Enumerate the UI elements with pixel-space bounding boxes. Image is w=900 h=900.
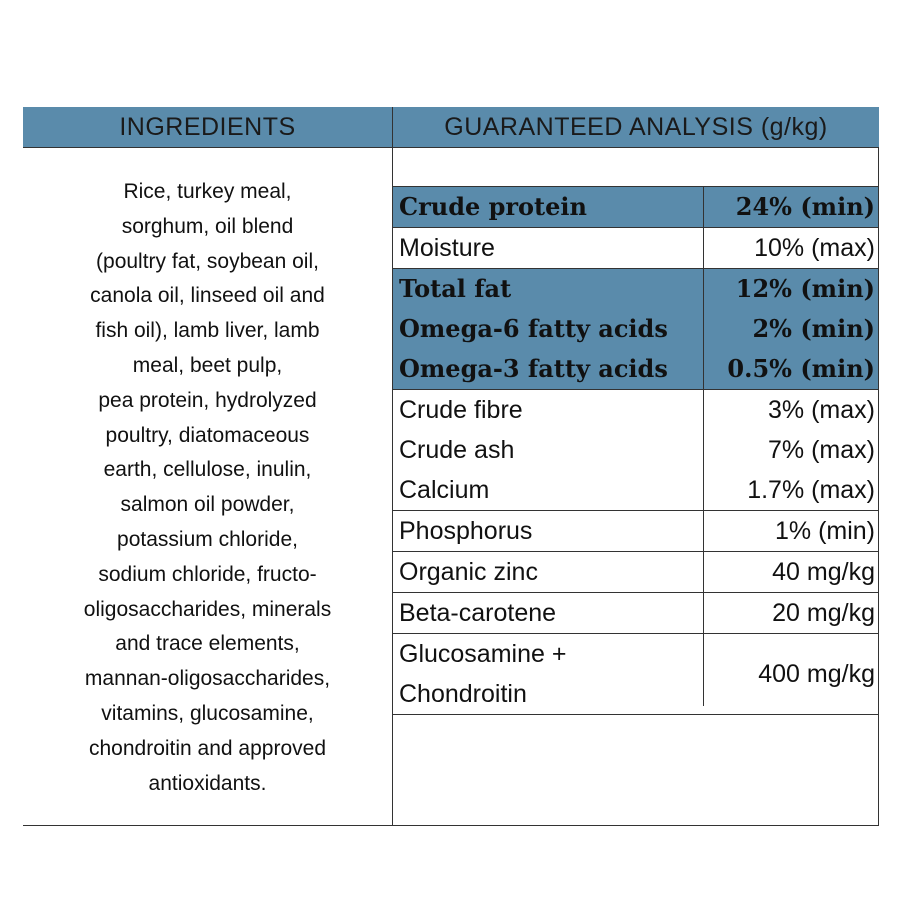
ingredients-line: sorghum, oil blend (121, 214, 294, 238)
analysis-name: Moisture (399, 234, 495, 262)
ingredients-line: antioxidants. (148, 771, 267, 795)
analysis-row-beta-carotene: Beta-carotene 20 mg/kg (393, 592, 878, 633)
ingredients-line: (poultry fat, soybean oil, (96, 249, 319, 273)
analysis-row-omega-6: Omega-6 fatty acids 2% (min) (393, 309, 878, 349)
analysis-value: 24% (min) (735, 192, 875, 221)
analysis-value: 7% (max) (768, 436, 875, 464)
analysis-value: 1% (min) (774, 517, 875, 545)
analysis-row-total-fat: Total fat 12% (min) (393, 268, 878, 309)
analysis-value: 10% (max) (754, 234, 875, 262)
analysis-column-divider (703, 186, 704, 706)
ingredients-line: earth, cellulose, inulin, (103, 458, 312, 482)
ingredients-line: vitamins, glucosamine, (101, 701, 314, 725)
analysis-rows: Crude protein 24% (min) Moisture 10% (ma… (393, 186, 878, 715)
analysis-value: 0.5% (min) (727, 354, 875, 383)
ingredients-line: oligosaccharides, minerals (83, 597, 332, 621)
analysis-row-omega-3: Omega-3 fatty acids 0.5% (min) (393, 349, 878, 389)
analysis-header: GUARANTEED ANALYSIS (g/kg) (393, 107, 879, 147)
ingredients-line: salmon oil powder, (120, 493, 295, 517)
analysis-value: 40 mg/kg (772, 558, 875, 586)
ingredients-line: canola oil, linseed oil and (90, 284, 325, 308)
ingredients-line: chondroitin and approved (88, 736, 326, 760)
analysis-row-organic-zinc: Organic zinc 40 mg/kg (393, 551, 878, 592)
ingredients-line: meal, beet pulp, (132, 353, 283, 377)
analysis-row-crude-ash: Crude ash 7% (max) (393, 430, 878, 470)
ingredients-line: potassium chloride, (117, 527, 298, 551)
table-bottom-border (23, 825, 879, 826)
analysis-name: Glucosamine + Chondroitin (399, 640, 567, 708)
ingredients-line: Rice, turkey meal, (123, 180, 292, 203)
nutrition-table: INGREDIENTS GUARANTEED ANALYSIS (g/kg) R… (23, 107, 879, 826)
ingredients-line: fish oil), lamb liver, lamb (95, 319, 320, 343)
analysis-value: 400 mg/kg (758, 660, 875, 688)
analysis-name: Crude protein (399, 192, 587, 221)
analysis-value: 3% (max) (768, 396, 875, 424)
ingredients-line: mannan-oligosaccharides, (84, 667, 331, 691)
analysis-value: 2% (min) (752, 314, 875, 343)
analysis-name: Omega-6 fatty acids (399, 314, 668, 343)
table-right-border (878, 147, 879, 826)
analysis-row-moisture: Moisture 10% (max) (393, 227, 878, 268)
analysis-row-crude-protein: Crude protein 24% (min) (393, 186, 878, 227)
analysis-name: Total fat (399, 274, 512, 303)
analysis-name: Organic zinc (399, 558, 538, 586)
table-divider (23, 147, 879, 148)
ingredients-header: INGREDIENTS (23, 107, 393, 147)
analysis-row-calcium: Calcium 1.7% (max) (393, 470, 878, 510)
analysis-name: Phosphorus (399, 517, 533, 545)
ingredients-line: pea protein, hydrolyzed (98, 388, 317, 412)
analysis-row-crude-fibre: Crude fibre 3% (max) (393, 389, 878, 430)
ingredients-line: and trace elements, (115, 632, 300, 656)
analysis-name: Crude fibre (399, 396, 523, 424)
ingredients-line: sodium chloride, fructo- (98, 562, 317, 586)
column-divider (392, 147, 393, 826)
analysis-value: 12% (min) (735, 274, 875, 303)
ingredients-text: Rice, turkey meal, sorghum, oil blend (p… (23, 175, 392, 801)
ingredients-line: poultry, diatomaceous (105, 423, 310, 447)
analysis-name: Beta-carotene (399, 599, 557, 627)
analysis-name: Calcium (399, 476, 490, 504)
analysis-name: Crude ash (399, 436, 515, 464)
analysis-value: 20 mg/kg (772, 599, 875, 627)
analysis-row-glucosamine: Glucosamine + Chondroitin 400 mg/kg (393, 633, 878, 715)
analysis-row-phosphorus: Phosphorus 1% (min) (393, 510, 878, 551)
analysis-value: 1.7% (max) (747, 476, 875, 504)
analysis-name: Omega-3 fatty acids (399, 354, 668, 383)
